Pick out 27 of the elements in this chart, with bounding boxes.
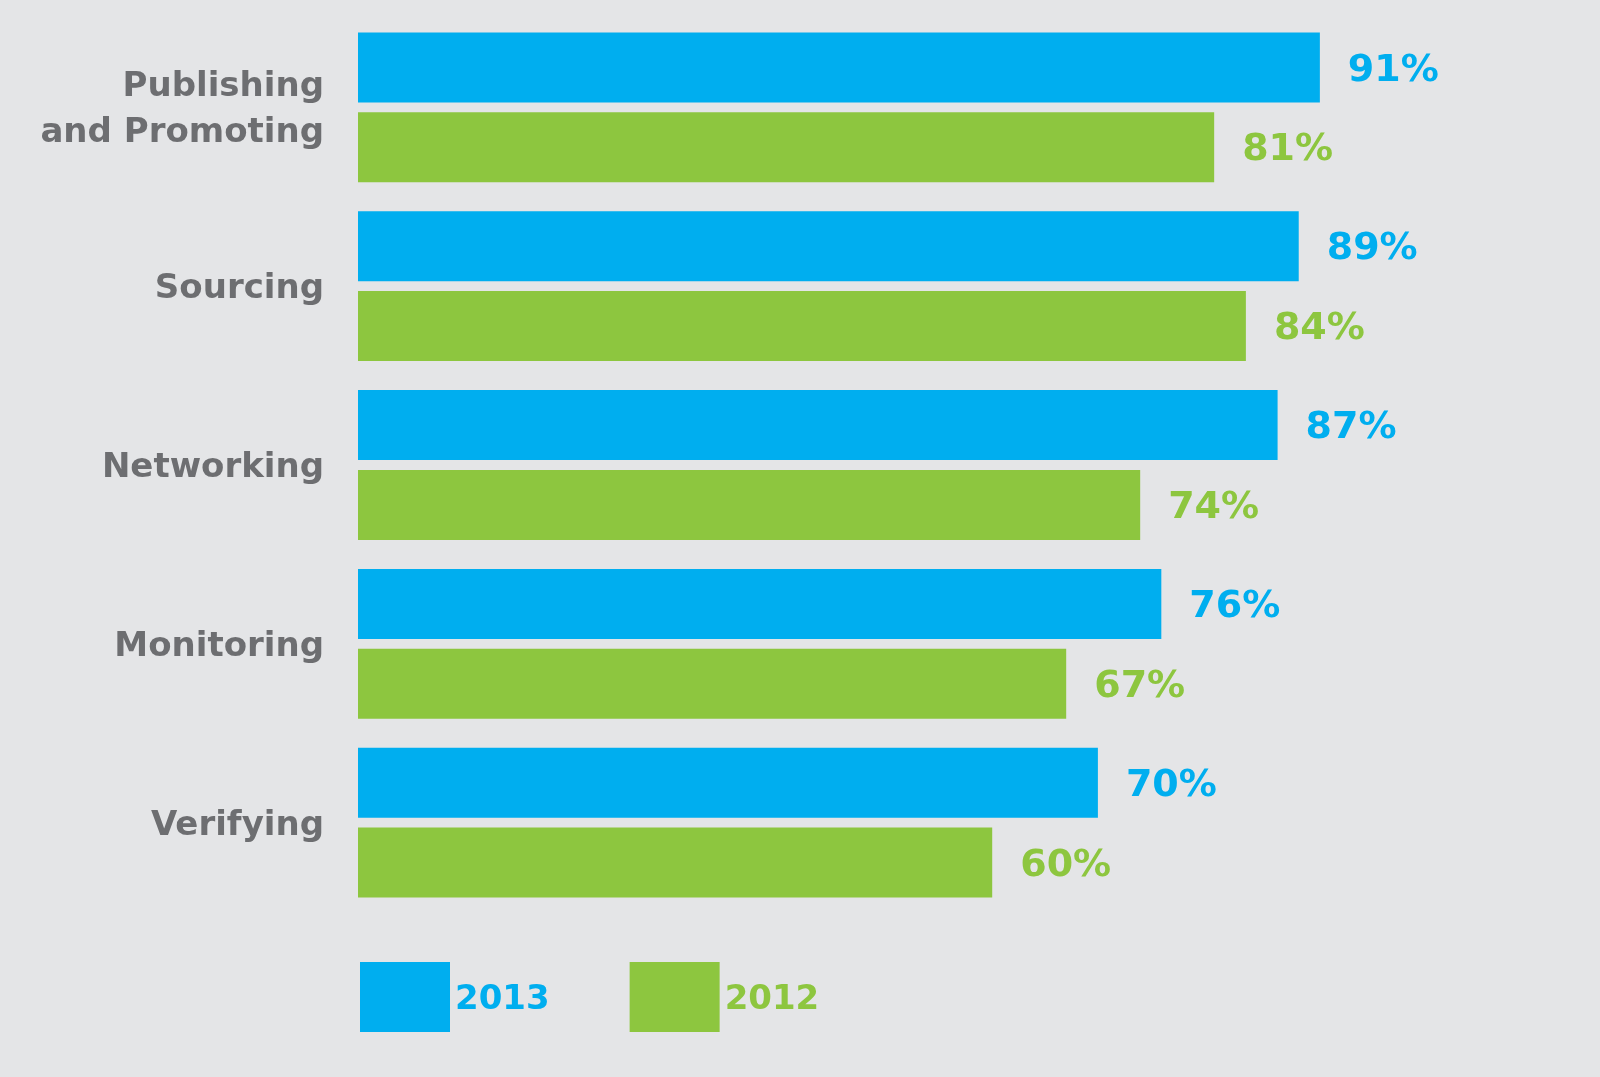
y-tick-label: Publishing and Promoting [40,64,324,151]
bar [358,291,1246,362]
data-label: 89% [1326,224,1418,269]
y-tick-label: Monitoring [114,623,324,664]
y-tick-label: Networking [101,445,324,485]
bar [358,211,1299,282]
data-label: 87% [1305,403,1397,448]
bar [358,648,1067,719]
data-label: 67% [1094,661,1186,706]
data-label: 60% [1020,840,1112,885]
legend-label: 2013 [455,977,550,1017]
data-label: 84% [1273,304,1365,349]
y-tick-label: Sourcing [154,266,324,307]
bar [358,32,1320,103]
bar [358,112,1215,183]
y-tick-label: Verifying [150,802,324,843]
data-label: 74% [1168,482,1260,527]
data-label: 81% [1242,125,1334,170]
bar [358,469,1141,540]
legend-label: 2012 [724,977,820,1017]
bar [358,390,1278,461]
data-label: 70% [1125,760,1217,805]
bar [358,827,993,898]
bar [358,747,1098,818]
data-label: 91% [1347,45,1439,90]
data-label: 76% [1189,581,1281,626]
bar [358,568,1162,639]
